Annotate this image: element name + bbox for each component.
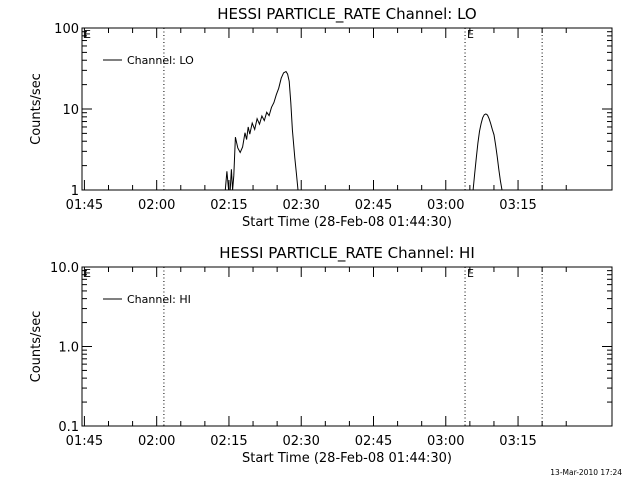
generation-timestamp: 13-Mar-2010 17:24 — [550, 468, 622, 477]
y-tick-label: 1 — [71, 184, 79, 199]
legend-label: Channel: HI — [127, 293, 191, 306]
x-tick-label: 02:30 — [282, 198, 319, 213]
y-axis-label: Counts/sec — [29, 73, 44, 145]
x-tick-label: 03:15 — [499, 198, 536, 213]
y-tick-label: 10 — [62, 103, 79, 118]
x-axis-label: Start Time (28-Feb-08 01:44:30) — [242, 215, 452, 230]
y-axis-label: Counts/sec — [29, 311, 44, 383]
x-tick-label: 02:45 — [355, 434, 392, 449]
x-tick-label: 01:45 — [66, 434, 103, 449]
x-tick-label: 02:15 — [210, 198, 247, 213]
x-tick-label: 01:45 — [66, 198, 103, 213]
marker-label: E — [467, 267, 474, 280]
x-tick-label: 03:00 — [427, 198, 464, 213]
chart-title: HESSI PARTICLE_RATE Channel: HI — [219, 244, 475, 263]
x-axis-label: Start Time (28-Feb-08 01:44:30) — [242, 451, 452, 466]
y-tick-label: 1.0 — [58, 341, 79, 356]
x-tick-label: 02:30 — [282, 434, 319, 449]
legend-label: Channel: LO — [127, 54, 194, 67]
x-tick-label: 02:00 — [138, 434, 175, 449]
y-tick-label: 0.1 — [58, 420, 79, 435]
x-tick-label: 03:15 — [499, 434, 536, 449]
chart-title: HESSI PARTICLE_RATE Channel: LO — [217, 5, 476, 24]
x-tick-label: 02:45 — [355, 198, 392, 213]
data-series-line — [224, 70, 299, 191]
x-tick-label: 03:00 — [427, 434, 464, 449]
x-tick-label: 02:00 — [138, 198, 175, 213]
data-series-line — [472, 113, 503, 191]
y-tick-label: 100 — [54, 22, 79, 37]
marker-label: E — [84, 267, 91, 280]
x-tick-label: 02:15 — [210, 434, 247, 449]
y-tick-label: 10.0 — [50, 261, 79, 276]
marker-label: E — [467, 28, 474, 41]
marker-label: E — [84, 28, 91, 41]
